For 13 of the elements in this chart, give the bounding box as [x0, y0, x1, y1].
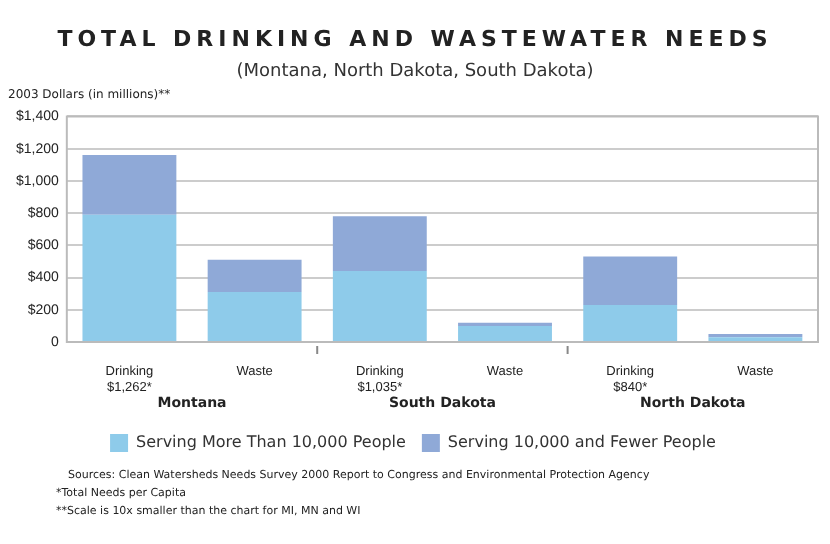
bar [207, 292, 302, 341]
bar [583, 304, 678, 341]
bar [82, 155, 177, 215]
legend-label: Serving More Than 10,000 People [136, 433, 407, 452]
bar [332, 271, 427, 341]
legend-label: Serving 10,000 and Fewer People [447, 433, 717, 452]
bar [207, 259, 302, 293]
bar [82, 214, 177, 341]
chart-subtitle: (Montana, North Dakota, South Dakota) [234, 62, 596, 82]
bar [458, 325, 552, 341]
bar [583, 256, 678, 305]
chart-title: TOTAL DRINKING AND WASTEWATER NEEDS [55, 26, 775, 52]
bar [332, 216, 427, 272]
